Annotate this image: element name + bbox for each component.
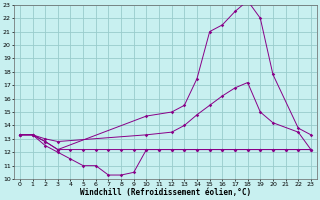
X-axis label: Windchill (Refroidissement éolien,°C): Windchill (Refroidissement éolien,°C) <box>80 188 251 197</box>
